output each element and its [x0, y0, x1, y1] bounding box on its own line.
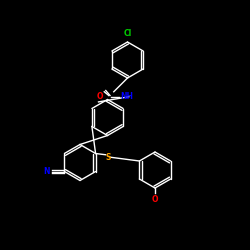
- Text: O: O: [97, 92, 103, 101]
- Text: N: N: [43, 167, 50, 176]
- Text: O: O: [152, 196, 158, 204]
- Text: Cl: Cl: [123, 29, 132, 38]
- Text: NH: NH: [120, 92, 133, 101]
- Text: S: S: [106, 153, 111, 162]
